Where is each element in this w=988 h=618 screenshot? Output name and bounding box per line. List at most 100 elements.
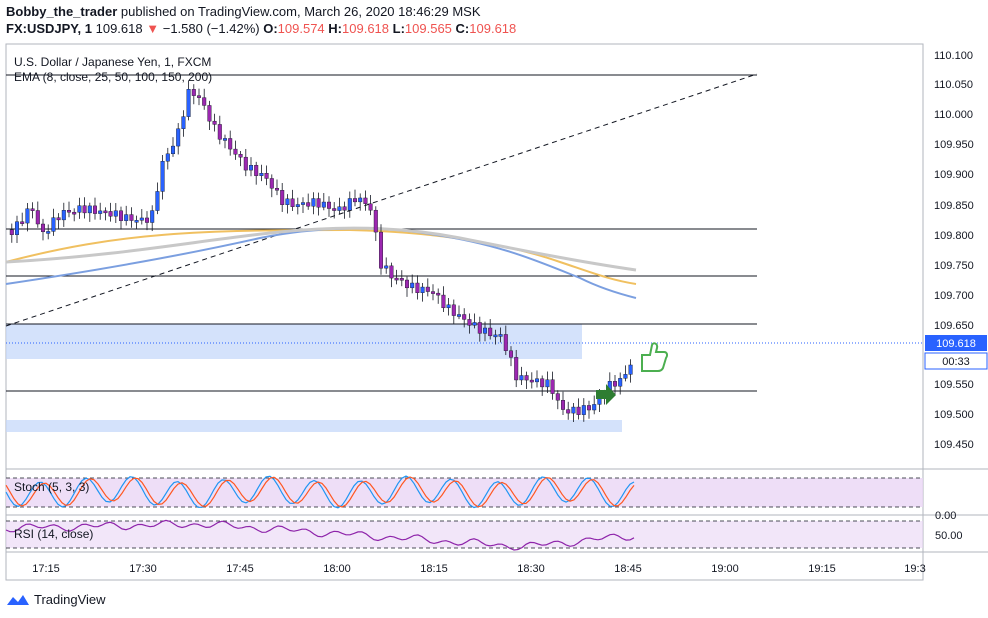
candle-body [228, 138, 233, 150]
candle-body [124, 214, 129, 221]
candle-body [82, 205, 87, 214]
rsi-axis-label: 50.00 [935, 530, 963, 542]
time-tick-label: 17:30 [129, 563, 157, 575]
tradingview-logo-icon [7, 594, 29, 605]
price-tick-label: 109.800 [934, 230, 974, 242]
candle-body [384, 265, 389, 269]
candle-body [509, 350, 514, 358]
time-tick-label: 19:00 [711, 563, 739, 575]
candle-body [353, 198, 358, 203]
open-label: O: [263, 21, 278, 36]
candle-body [113, 210, 118, 217]
candle-body [191, 89, 196, 96]
candle-body [14, 221, 19, 235]
rsi-legend: RSI (14, close) [14, 527, 93, 541]
candle-body [389, 265, 394, 279]
candlesticks[interactable] [9, 80, 633, 423]
candle-body [477, 322, 482, 334]
candle-body [503, 334, 508, 351]
candle-body [301, 202, 306, 205]
price-tick-label: 109.450 [934, 439, 974, 451]
candle-body [181, 116, 186, 129]
time-tick-label: 18:45 [614, 563, 642, 575]
close-label: C: [455, 21, 470, 36]
time-axis[interactable]: 17:15 17:30 17:45 18:00 18:15 18:30 18:45 19:00… [32, 563, 925, 575]
publish-info: Bobby_the_trader published on TradingVie… [6, 4, 481, 19]
buy-arrow-icon[interactable] [596, 384, 616, 405]
candle-body [165, 153, 170, 162]
price-tick-label: 109.850 [934, 200, 974, 212]
candle-body [337, 206, 342, 211]
price-tick-label: 109.950 [934, 139, 974, 151]
tradingview-brand[interactable]: TradingView [6, 592, 106, 607]
ema-orange-line [5, 228, 637, 285]
ema-legend: EMA (8, close, 25, 50, 100, 150, 200) [14, 70, 212, 84]
candle-body [46, 231, 51, 234]
candle-body [415, 282, 420, 293]
candle-body [592, 404, 597, 411]
ema-blue-line [5, 227, 637, 299]
countdown-tag [924, 352, 988, 370]
candle-body [576, 406, 581, 415]
price-tick-label: 109.500 [934, 409, 974, 421]
candle-body [561, 399, 566, 410]
candle-body [25, 208, 30, 224]
candle-body [254, 165, 259, 176]
candle-body [498, 334, 503, 337]
price-tick-label: 109.750 [934, 260, 974, 272]
candle-body [87, 205, 92, 214]
last-price: 109.618 [95, 21, 143, 36]
last-price-tag [925, 335, 987, 351]
candle-body [623, 374, 628, 379]
candle-body [431, 291, 436, 294]
candle-body [66, 210, 71, 213]
candle-body [327, 201, 332, 209]
candle-body [587, 405, 592, 411]
candle-body [363, 197, 368, 204]
candle-body [581, 405, 586, 415]
stoch-axis-label: 0.00 [935, 510, 956, 522]
candle-body [217, 124, 222, 140]
candle-body [144, 217, 149, 223]
candle-body [462, 314, 467, 320]
candle-body [550, 379, 555, 394]
candle-body [368, 203, 373, 211]
candle-body [394, 277, 399, 281]
candle-body [56, 217, 61, 221]
price-tick-label: 109.700 [934, 290, 974, 302]
candle-body [420, 286, 425, 293]
ema-gray-line [5, 226, 637, 272]
price-tick-label: 110.000 [934, 109, 973, 121]
high-value: 109.618 [342, 21, 390, 36]
candle-body [72, 211, 77, 215]
candle-body [243, 156, 248, 171]
chart-title: U.S. Dollar / Japanese Yen, 1, FXCM [14, 55, 211, 69]
candle-body [425, 286, 430, 292]
candle-body [280, 190, 285, 205]
low-value: 109.565 [404, 21, 452, 36]
candle-body [535, 378, 540, 383]
candle-body [196, 95, 201, 98]
candle-body [202, 97, 207, 106]
candle-body [441, 294, 446, 309]
candle-body [566, 409, 571, 414]
candle-body [618, 378, 623, 387]
candle-body [405, 279, 410, 289]
time-tick-label: 18:30 [517, 563, 545, 575]
price-tick-label: 109.900 [934, 169, 974, 181]
author-name[interactable]: Bobby_the_trader [6, 4, 118, 19]
candle-body [155, 191, 160, 211]
candle-body [332, 208, 337, 211]
price-axis[interactable]: 110.100 110.050 110.000 109.950 109.900 109.8… [934, 50, 974, 451]
support-zone[interactable] [6, 420, 622, 432]
thumbs-up-icon[interactable] [641, 342, 669, 372]
trend-line[interactable] [5, 73, 758, 327]
candle-body [77, 205, 82, 213]
candle-body [555, 393, 560, 401]
time-tick-label: 18:00 [323, 563, 351, 575]
candle-body [571, 406, 576, 414]
candle-body [285, 198, 290, 205]
price-tick-label: 110.050 [934, 79, 973, 91]
candle-body [410, 282, 415, 289]
